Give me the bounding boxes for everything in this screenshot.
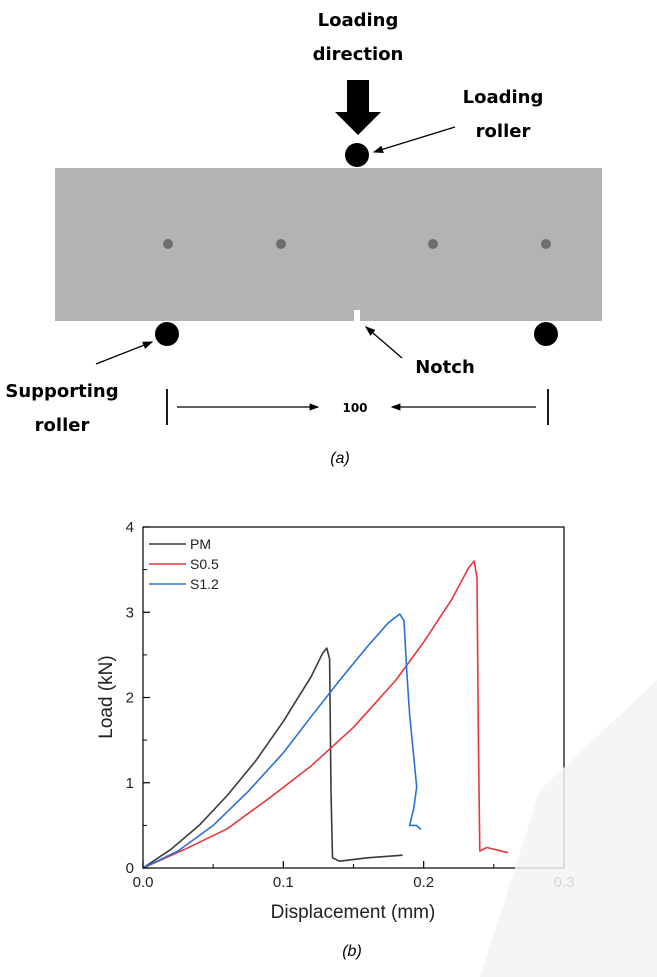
supporting-roller-left	[155, 322, 179, 346]
caption-b: (b)	[342, 943, 362, 960]
y-tick-label: 3	[126, 604, 134, 621]
loading-direction-arrow	[335, 80, 381, 135]
beam-dot	[428, 239, 438, 249]
beam-dot	[541, 239, 551, 249]
loading-direction-label-line1: Loading	[318, 10, 399, 31]
supporting-roller-pointer	[95, 341, 154, 365]
x-tick-label: 0.2	[413, 874, 434, 891]
legend: PM S0.5 S1.2	[149, 536, 219, 592]
loading-direction-label-line2: direction	[313, 44, 404, 65]
beam	[55, 168, 602, 321]
watermark-chevron	[480, 680, 657, 977]
plot-frame	[142, 526, 565, 869]
loading-roller-label-line1: Loading	[463, 87, 544, 108]
series-layer	[142, 560, 509, 869]
span-label: 100	[342, 401, 367, 415]
y-axis-label: Load (kN)	[96, 655, 117, 738]
x-tick-label: 0.1	[273, 874, 294, 891]
supporting-roller-label-line1: Supporting	[5, 381, 118, 402]
beam-dot	[276, 239, 286, 249]
beam-dot	[163, 239, 173, 249]
y-tick-label: 1	[126, 775, 134, 792]
notch-label: Notch	[415, 357, 475, 378]
loading-roller-pointer	[372, 126, 456, 154]
series-line-pm	[142, 647, 403, 869]
loading-roller-label-line2: roller	[476, 121, 531, 142]
supporting-roller-right	[534, 322, 558, 346]
notch	[354, 310, 360, 322]
legend-label: S0.5	[190, 556, 219, 572]
supporting-roller-label-line2: roller	[35, 415, 90, 436]
y-tick-label: 4	[126, 519, 134, 536]
loading-roller	[345, 143, 369, 167]
notch-pointer	[365, 326, 403, 359]
legend-label: S1.2	[190, 576, 219, 592]
caption-a: (a)	[330, 450, 350, 467]
bending-schematic: Loading direction Loading roller Support…	[5, 10, 602, 467]
y-tick-label: 0	[126, 860, 134, 877]
legend-label: PM	[190, 536, 211, 552]
tick-labels: 0.00.10.20.301234	[126, 519, 575, 891]
y-tick-label: 2	[126, 690, 134, 707]
x-tick-label: 0.0	[133, 874, 154, 891]
series-line-s0-5	[142, 560, 509, 869]
x-axis-label: Displacement (mm)	[271, 902, 436, 923]
series-line-s1-2	[142, 613, 422, 869]
